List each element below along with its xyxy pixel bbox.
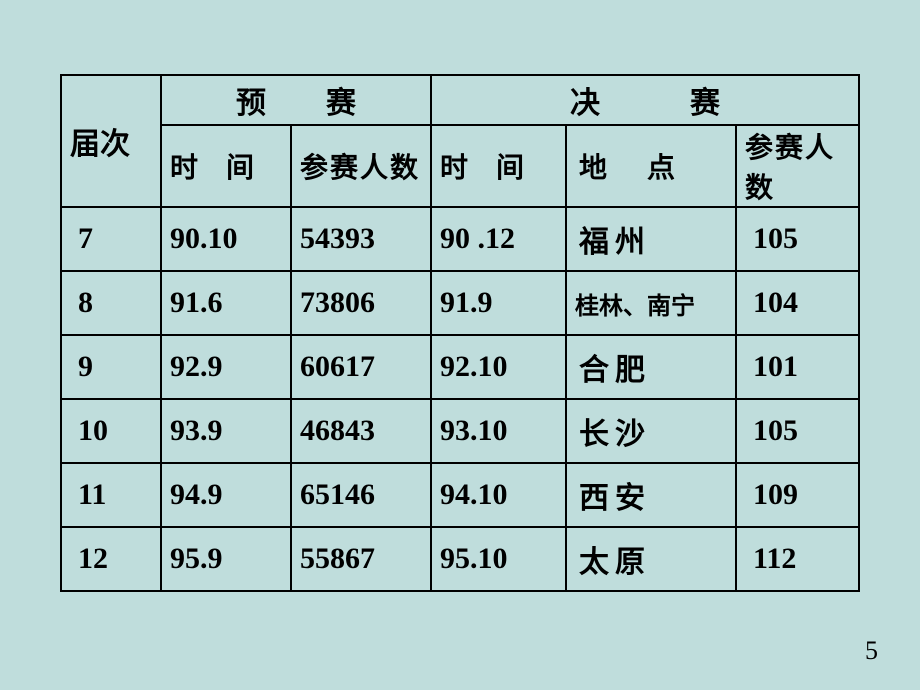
cell-prelim-count: 65146 <box>291 463 431 527</box>
table-row: 790.105439390 .12福州105 <box>61 207 859 271</box>
cell-final-loc: 福州 <box>566 207 736 271</box>
cell-prelim-time: 91.6 <box>161 271 291 335</box>
cell-session: 12 <box>61 527 161 591</box>
cell-prelim-count: 73806 <box>291 271 431 335</box>
cell-session: 8 <box>61 271 161 335</box>
cell-session: 11 <box>61 463 161 527</box>
cell-final-count: 112 <box>736 527 859 591</box>
cell-final-count: 104 <box>736 271 859 335</box>
cell-session: 7 <box>61 207 161 271</box>
cell-final-count: 105 <box>736 399 859 463</box>
cell-final-loc: 桂林、南宁 <box>566 271 736 335</box>
cell-prelim-time: 90.10 <box>161 207 291 271</box>
cell-session: 10 <box>61 399 161 463</box>
cell-final-count: 101 <box>736 335 859 399</box>
cell-final-loc: 合肥 <box>566 335 736 399</box>
cell-prelim-time: 92.9 <box>161 335 291 399</box>
cell-final-loc: 长沙 <box>566 399 736 463</box>
header-row-2: 时 间 参赛人数 时 间 地 点 参赛人数 <box>61 125 859 207</box>
cell-final-time: 90 .12 <box>431 207 566 271</box>
cell-prelim-time: 93.9 <box>161 399 291 463</box>
competition-table: 届次 预 赛 决 赛 时 间 参赛人数 时 间 地 点 参赛人数 790.105… <box>60 74 860 592</box>
header-final-count: 参赛人数 <box>736 125 859 207</box>
header-prelim-count: 参赛人数 <box>291 125 431 207</box>
header-prelim-time: 时 间 <box>161 125 291 207</box>
cell-final-count: 109 <box>736 463 859 527</box>
header-final-loc: 地 点 <box>566 125 736 207</box>
header-final: 决 赛 <box>431 75 859 125</box>
cell-final-time: 91.9 <box>431 271 566 335</box>
cell-session: 9 <box>61 335 161 399</box>
table-row: 1194.96514694.10西安109 <box>61 463 859 527</box>
cell-prelim-count: 46843 <box>291 399 431 463</box>
header-final-time: 时 间 <box>431 125 566 207</box>
header-prelim: 预 赛 <box>161 75 431 125</box>
cell-final-time: 93.10 <box>431 399 566 463</box>
table-row: 1295.95586795.10太原112 <box>61 527 859 591</box>
cell-prelim-time: 95.9 <box>161 527 291 591</box>
cell-final-time: 92.10 <box>431 335 566 399</box>
table-row: 891.67380691.9桂林、南宁104 <box>61 271 859 335</box>
header-session: 届次 <box>61 75 161 207</box>
header-row-1: 届次 预 赛 决 赛 <box>61 75 859 125</box>
cell-final-loc: 太原 <box>566 527 736 591</box>
table-row: 992.96061792.10合肥101 <box>61 335 859 399</box>
page-number: 5 <box>865 636 878 666</box>
cell-prelim-time: 94.9 <box>161 463 291 527</box>
cell-final-time: 95.10 <box>431 527 566 591</box>
cell-prelim-count: 54393 <box>291 207 431 271</box>
cell-prelim-count: 60617 <box>291 335 431 399</box>
competition-table-container: 届次 预 赛 决 赛 时 间 参赛人数 时 间 地 点 参赛人数 790.105… <box>60 74 858 592</box>
cell-final-time: 94.10 <box>431 463 566 527</box>
cell-final-count: 105 <box>736 207 859 271</box>
cell-final-loc: 西安 <box>566 463 736 527</box>
cell-prelim-count: 55867 <box>291 527 431 591</box>
table-row: 1093.94684393.10长沙105 <box>61 399 859 463</box>
